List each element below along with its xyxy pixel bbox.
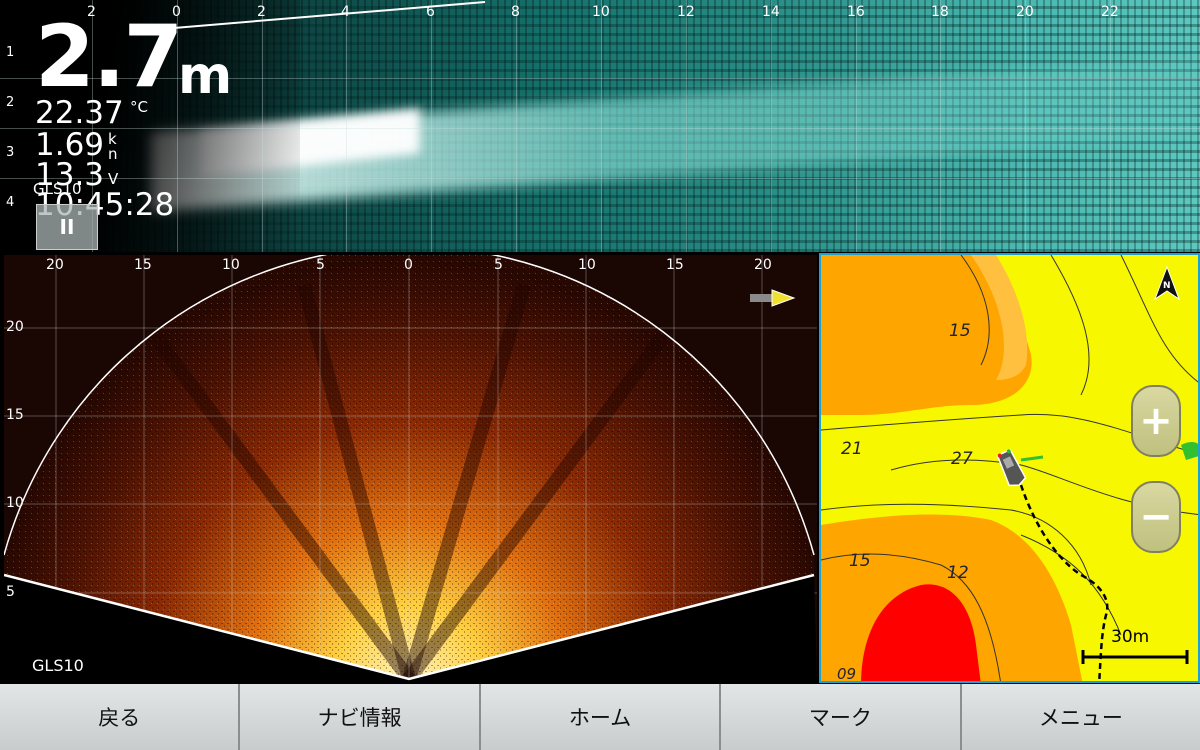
sonar-source-label: GLS10: [33, 180, 82, 198]
north-arrow-icon: N: [1151, 265, 1183, 305]
pause-icon: II: [59, 215, 75, 239]
top-x-label: 18: [931, 4, 949, 20]
sonar-x-label: 20: [754, 257, 772, 273]
depth-unit: m: [178, 46, 233, 106]
nav-info-button[interactable]: ナビ情報: [240, 684, 481, 750]
north-label: N: [1163, 281, 1171, 291]
top-x-label: 8: [511, 4, 520, 20]
top-y-label: 2: [6, 95, 15, 110]
sonar-source-label: GLS10: [32, 656, 84, 675]
bottom-toolbar: 戻る ナビ情報 ホーム マーク メニュー: [0, 684, 1200, 750]
contour-label: 15: [949, 321, 971, 341]
grid-line: [686, 0, 687, 252]
sonar-y-label: 10: [6, 495, 24, 511]
grid-line: [771, 0, 772, 252]
zoom-out-button[interactable]: −: [1131, 481, 1181, 553]
downscan-sonar-panel[interactable]: 2 0 2 4 6 8 10 12 14 16 18 20 22 1 2 3 4…: [0, 0, 1200, 252]
grid-line: [0, 178, 1200, 179]
sonar-y-label: 5: [6, 584, 15, 600]
sonar-x-label: 5: [316, 257, 325, 273]
home-button[interactable]: ホーム: [480, 684, 722, 750]
top-x-label: 12: [677, 4, 695, 20]
sonar-x-label: 15: [666, 257, 684, 273]
forward-sonar-image: [4, 255, 817, 681]
grid-line: [92, 0, 93, 252]
speed-unit: kn: [108, 130, 118, 163]
grid-line: [1110, 0, 1111, 252]
forward-sonar-panel[interactable]: 20 15 10 5 0 5 10 15 20 20 15 10 5 GLS10: [4, 255, 817, 681]
back-button[interactable]: 戻る: [0, 684, 241, 750]
sonar-x-label: 0: [404, 257, 413, 273]
top-x-label: 16: [847, 4, 865, 20]
contour-label: 15: [849, 551, 871, 571]
boat-icon[interactable]: [994, 447, 1028, 489]
top-x-label: 14: [762, 4, 780, 20]
grid-line: [346, 0, 347, 252]
sonar-x-label: 10: [578, 257, 596, 273]
voltage-unit: V: [108, 170, 119, 188]
map-scale-bar: [1081, 650, 1189, 664]
sonar-y-label: 20: [6, 319, 24, 335]
sonar-x-label: 20: [46, 257, 64, 273]
contour-label: 09: [837, 665, 857, 683]
depth-readout: 2.7: [35, 7, 183, 107]
chart-map-panel[interactable]: 15 21 27 15 12 09 N + − 30m: [819, 253, 1200, 683]
top-x-label: 10: [592, 4, 610, 20]
grid-line: [940, 0, 941, 252]
grid-line: [516, 0, 517, 252]
speed-readout: 1.69: [35, 127, 105, 163]
grid-line: [431, 0, 432, 252]
top-y-label: 4: [6, 195, 15, 210]
grid-line: [0, 128, 1200, 129]
sonar-x-label: 15: [134, 257, 152, 273]
contour-label: 21: [841, 439, 863, 459]
menu-button[interactable]: メニュー: [961, 684, 1200, 750]
grid-line: [1025, 0, 1026, 252]
top-x-label: 22: [1101, 4, 1119, 20]
contour-label: 27: [951, 449, 973, 469]
sonar-y-label: 15: [6, 407, 24, 423]
sonar-x-label: 10: [222, 257, 240, 273]
grid-line: [0, 78, 1200, 79]
top-x-label: 2: [87, 4, 96, 20]
pause-button[interactable]: II: [36, 204, 98, 250]
water-temp-readout: 22.37: [35, 95, 124, 131]
top-y-label: 3: [6, 145, 15, 160]
grid-line: [177, 0, 178, 252]
top-x-label: 6: [426, 4, 435, 20]
top-y-label: 1: [6, 45, 15, 60]
top-x-label: 0: [172, 4, 181, 20]
grid-line: [856, 0, 857, 252]
top-x-label: 4: [341, 4, 350, 20]
water-temp-unit: °C: [130, 98, 148, 116]
voltage-readout: 13.3: [35, 157, 105, 193]
grid-line: [601, 0, 602, 252]
sonar-x-label: 5: [494, 257, 503, 273]
transducer-icon: [750, 289, 796, 307]
beam-edge-line: [150, 1, 486, 31]
grid-line: [262, 0, 263, 252]
top-x-label: 20: [1016, 4, 1034, 20]
map-scale-label: 30m: [1111, 627, 1150, 647]
top-x-label: 2: [257, 4, 266, 20]
contour-label: 12: [947, 563, 969, 583]
zoom-in-button[interactable]: +: [1131, 385, 1181, 457]
mark-button[interactable]: マーク: [721, 684, 962, 750]
